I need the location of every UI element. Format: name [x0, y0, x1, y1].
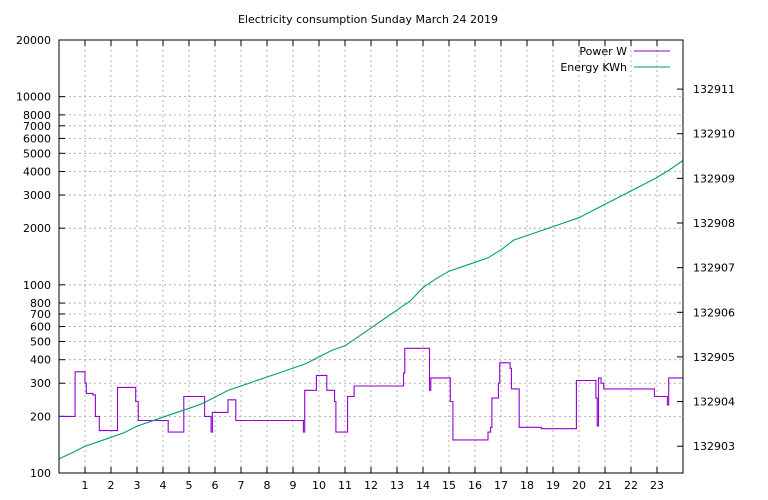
- y2-tick-label: 132903: [693, 440, 735, 453]
- x-tick-label: 10: [312, 479, 326, 492]
- y-tick-label: 100: [30, 467, 51, 480]
- x-tick-label: 2: [108, 479, 115, 492]
- y2-tick-label: 132907: [693, 262, 735, 275]
- series-line-energy: [58, 160, 684, 460]
- x-tick-label: 3: [134, 479, 141, 492]
- x-tick-label: 21: [598, 479, 612, 492]
- y-tick-label: 700: [30, 308, 51, 321]
- y-tick-label: 7000: [23, 120, 51, 133]
- x-axis: 1 2 3 4 5 6 7 8 9 10 11 12 13 14 15 16 17 18 19 20 21 22 23: [82, 40, 664, 492]
- chart-title: Electricity consumption Sunday March 24 …: [238, 13, 498, 26]
- x-tick-label: 20: [572, 479, 586, 492]
- x-tick-label: 1: [82, 479, 89, 492]
- y-tick-label: 400: [30, 354, 51, 367]
- x-tick-label: 7: [238, 479, 245, 492]
- x-tick-label: 6: [212, 479, 219, 492]
- y2-tick-label: 132911: [693, 83, 735, 96]
- x-tick-label: 5: [186, 479, 193, 492]
- x-tick-label: 19: [546, 479, 560, 492]
- y-tick-label: 20000: [16, 34, 51, 47]
- y2-tick-label: 132909: [693, 172, 735, 185]
- y-tick-label: 300: [30, 377, 51, 390]
- y-tick-label: 3000: [23, 189, 51, 202]
- x-tick-label: 9: [290, 479, 297, 492]
- legend-label: Energy KWh: [560, 61, 627, 74]
- y-tick-label: 10000: [16, 91, 51, 104]
- legend-label: Power W: [579, 45, 627, 58]
- x-tick-label: 17: [494, 479, 508, 492]
- series-line-power: [59, 347, 683, 441]
- y-tick-label: 2000: [23, 222, 51, 235]
- series-lines: [58, 160, 684, 460]
- right-y-axis: 132903 132904 132905 132906 132907 132908 1329…: [677, 83, 735, 453]
- x-tick-label: 8: [264, 479, 271, 492]
- x-tick-label: 23: [650, 479, 664, 492]
- plot-frame: [58, 39, 684, 474]
- y-tick-label: 1000: [23, 279, 51, 292]
- grid-lines: [59, 40, 683, 473]
- y-tick-label: 6000: [23, 132, 51, 145]
- y-tick-label: 200: [30, 410, 51, 423]
- y-tick-label: 800: [30, 297, 51, 310]
- y2-tick-label: 132905: [693, 351, 735, 364]
- x-tick-label: 14: [416, 479, 430, 492]
- x-tick-label: 22: [624, 479, 638, 492]
- x-tick-label: 11: [338, 479, 352, 492]
- y2-tick-label: 132910: [693, 128, 735, 141]
- y-tick-label: 4000: [23, 166, 51, 179]
- y-tick-label: 500: [30, 335, 51, 348]
- y-tick-label: 5000: [23, 147, 51, 160]
- y2-tick-label: 132906: [693, 306, 735, 319]
- x-tick-label: 18: [520, 479, 534, 492]
- x-tick-label: 15: [442, 479, 456, 492]
- y-tick-label: 600: [30, 321, 51, 334]
- x-tick-label: 4: [160, 479, 167, 492]
- y2-tick-label: 132904: [693, 396, 735, 409]
- x-tick-label: 16: [468, 479, 482, 492]
- legend: Power W Energy KWh: [560, 45, 670, 74]
- y-tick-label: 8000: [23, 109, 51, 122]
- x-tick-label: 13: [390, 479, 404, 492]
- x-tick-label: 12: [364, 479, 378, 492]
- y2-tick-label: 132908: [693, 217, 735, 230]
